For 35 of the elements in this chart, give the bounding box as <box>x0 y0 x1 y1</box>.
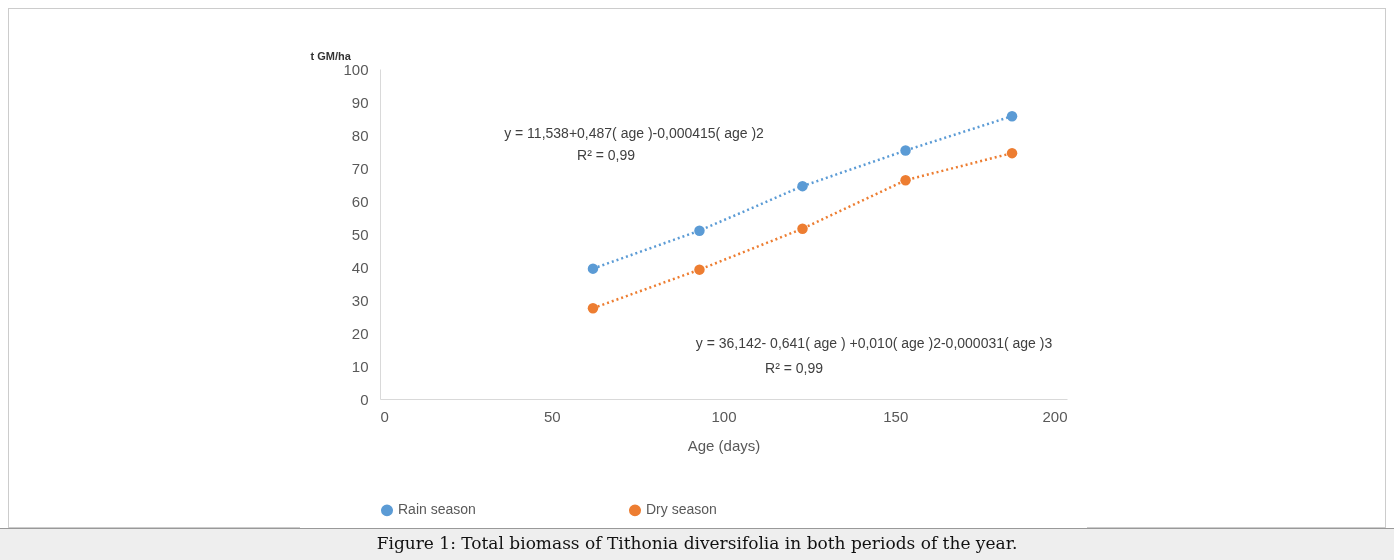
y-tick-label: 50 <box>351 225 369 243</box>
x-tick-label: 50 <box>543 407 561 425</box>
y-tick-label: 90 <box>351 93 369 111</box>
point <box>694 225 705 236</box>
point <box>797 223 808 234</box>
y-tick-label: 40 <box>351 258 369 276</box>
point <box>587 303 599 314</box>
annotation: y = 11,538+0,487( age )-0,000415( age )2 <box>504 125 765 141</box>
legend-label: Dry season <box>646 501 717 518</box>
point <box>900 174 911 186</box>
text: Figure 1: Total biomass of Tithonia diversifolia in both periods of the year. <box>0 528 1394 560</box>
y-tick-label: 70 <box>351 159 369 177</box>
y-tick-label: 10 <box>351 357 369 375</box>
annotation: R² = 0,99 <box>577 147 636 163</box>
x-tick-label: 200 <box>1042 407 1068 425</box>
point <box>797 180 808 192</box>
annotation: R² = 0,99 <box>765 360 824 376</box>
y-tick-label: 20 <box>351 324 369 342</box>
y-tick-label: 30 <box>351 291 369 309</box>
x-tick-label: 0 <box>380 407 389 425</box>
annotation: y = 36,142- 0,641( age ) +0,010( age )2-0,000031( age )3 <box>695 335 1053 351</box>
y-axis-title: t GM/ha <box>310 49 352 62</box>
point <box>1006 110 1018 122</box>
point <box>587 263 599 274</box>
x-tick-label: 150 <box>883 407 909 425</box>
y-tick-label: 60 <box>351 192 369 210</box>
x-tick-label: 100 <box>711 407 737 425</box>
point <box>694 264 705 275</box>
y-tick-label: 0 <box>360 390 369 408</box>
x-axis-title: Age (days) <box>687 436 761 454</box>
y-tick-label: 100 <box>343 60 369 78</box>
point <box>1006 147 1018 159</box>
legend-label: Rain season <box>398 501 476 518</box>
point <box>900 145 911 156</box>
y-tick-label: 80 <box>351 126 369 144</box>
